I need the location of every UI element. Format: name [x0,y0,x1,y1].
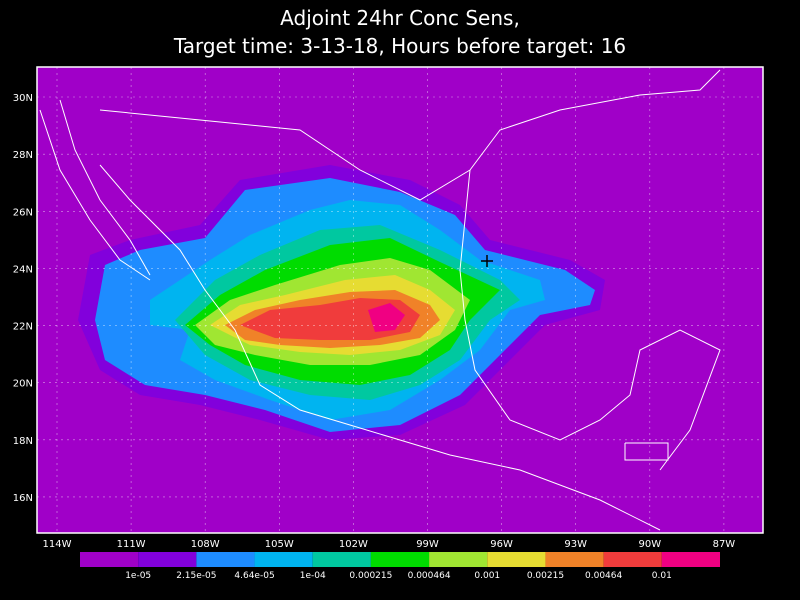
lon-label: 111W [117,539,146,550]
coastline [59,99,151,276]
lat-label: 26N [13,207,33,218]
coastline [459,169,721,471]
coastline [39,109,151,281]
colorbar-label: 4.64e-05 [234,571,274,581]
gridlines [37,67,763,533]
lon-label: 90W [638,539,661,550]
lat-label: 28N [13,150,33,161]
colorbar-label: 1e-05 [125,571,151,581]
lon-label: 108W [191,539,220,550]
lon-label: 114W [43,539,72,550]
colorbar-box [254,552,313,567]
colorbar-box [312,552,371,567]
lon-label: 102W [339,539,368,550]
target-marker [481,255,493,267]
coastlines [39,69,721,531]
lat-label: 24N [13,264,33,275]
colorbar-box [545,552,604,567]
lat-label: 18N [13,436,33,447]
colorbar-box [196,552,255,567]
colorbar-label: 0.00215 [527,571,564,581]
contours [78,165,605,440]
colorbar-box [487,552,546,567]
border [99,109,471,201]
lat-label: 20N [13,379,33,390]
colorbar-label: 0.01 [652,571,672,581]
colorbar-box [661,552,720,567]
border [624,442,669,461]
colorbar-box [370,552,430,567]
colorbar-label: 2.15e-05 [176,571,216,581]
lon-label: 96W [490,539,513,550]
lon-label: 93W [564,539,587,550]
map-frame [36,66,764,534]
lat-label: 30N [13,93,33,104]
colorbar-label: 0.00464 [585,571,622,581]
colorbar-box [80,552,139,567]
lon-label: 105W [265,539,294,550]
coastline [99,164,661,531]
title-line: Adjoint 24hr Conc Sens, [280,6,520,30]
coastline [469,69,721,171]
contour [368,303,405,332]
colorbar-label: 0.000215 [349,571,392,581]
lat-label: 22N [13,322,33,333]
colorbar-label: 0.001 [474,571,500,581]
colorbar-label: 0.000464 [408,571,451,581]
lon-label: 99W [416,539,439,550]
title-line: Target time: 3-13-18, Hours before targe… [173,34,626,58]
lon-label: 87W [713,539,736,550]
colorbar-label: 1e-04 [300,571,326,581]
colorbar-box [138,552,197,567]
lat-label: 16N [13,493,33,504]
colorbar-box [603,552,662,567]
colorbar-box [429,552,488,567]
